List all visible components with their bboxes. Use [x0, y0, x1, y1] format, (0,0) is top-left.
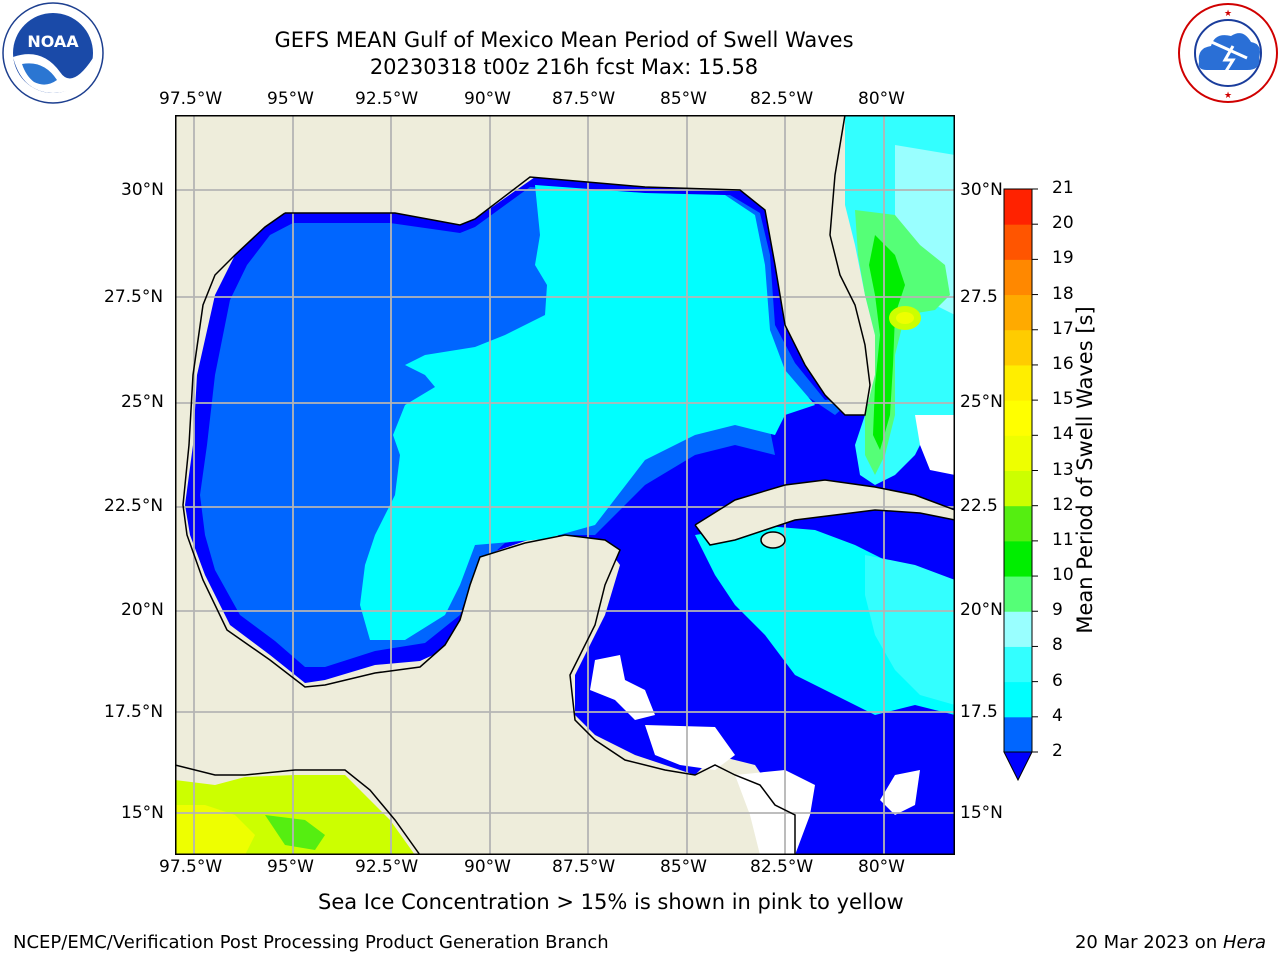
lat-label-right: 17.5 [960, 702, 998, 722]
colorbar-segment [1004, 400, 1032, 436]
lon-label-top: 92.5°W [355, 89, 419, 109]
atlantic-yellow-core [896, 312, 914, 324]
lat-label-right: 15°N [960, 803, 1003, 823]
colorbar-segment [1004, 646, 1032, 683]
lon-label-top: 85°W [660, 89, 707, 109]
colorbar-segment [1004, 364, 1032, 401]
map-gridlines [175, 115, 955, 855]
chart-subtitle: 20230318 t00z 216h fcst Max: 15.58 [369, 55, 759, 79]
nodata-patch-5 [915, 415, 955, 475]
lat-label-left: 15°N [121, 803, 164, 823]
colorbar-segment [1004, 540, 1032, 577]
colorbar-tick-label: 4 [1052, 705, 1063, 726]
colorbar-segment [1004, 681, 1032, 718]
land-cuba [695, 480, 955, 545]
colorbar-tick-label: 18 [1052, 283, 1074, 304]
footer-credit: NCEP/EMC/Verification Post Processing Pr… [13, 932, 609, 953]
colorbar-tick-label: 2 [1052, 741, 1063, 761]
lon-label-bottom: 97.5°W [159, 857, 223, 877]
lon-label-bottom: 87.5°W [552, 857, 616, 877]
colorbar-tick-label: 14 [1052, 424, 1074, 445]
colorbar-tick-label: 10 [1052, 565, 1074, 586]
lat-label-left: 20°N [121, 600, 164, 620]
land-isla-juventud [761, 532, 785, 548]
lon-label-top: 87.5°W [552, 89, 616, 109]
colorbar-tick-label: 19 [1052, 248, 1074, 269]
colorbar-tick-label: 21 [1052, 178, 1074, 198]
colorbar-tick-label: 6 [1052, 670, 1063, 691]
colorbar-segment [1004, 189, 1032, 225]
colorbar-tick-label: 9 [1052, 600, 1063, 621]
nodata-patch-2 [645, 725, 735, 770]
colorbar-segment [1004, 224, 1032, 260]
lat-label-left: 25°N [121, 392, 164, 412]
colorbar-segment [1004, 470, 1032, 507]
colorbar-segment [1004, 611, 1032, 647]
map-frame [175, 115, 955, 855]
colorbar-segment [1004, 294, 1032, 331]
lon-label-bottom: 95°W [267, 857, 314, 877]
colorbar-tick-label: 20 [1052, 213, 1074, 234]
colorbar-segment [1004, 576, 1032, 612]
lat-label-right: 22.5 [960, 496, 998, 516]
colorbar-tick-label: 11 [1052, 529, 1074, 550]
lat-label-right: 20°N [960, 600, 1003, 620]
map-panel [174, 114, 956, 856]
lat-label-left: 30°N [121, 180, 164, 200]
lon-label-top: 95°W [267, 89, 314, 109]
lat-label-right: 27.5 [960, 287, 998, 307]
colorbar-segment [1004, 329, 1032, 366]
colorbar-tick-label: 17 [1052, 318, 1074, 339]
lon-label-top: 97.5°W [159, 89, 223, 109]
footer-host: Hera [1222, 932, 1266, 953]
lat-label-right: 25°N [960, 392, 1003, 412]
sea-ice-caption: Sea Ice Concentration > 15% is shown in … [318, 890, 904, 914]
lon-label-bottom: 85°W [660, 857, 707, 877]
lat-label-right: 30°N [960, 180, 1003, 200]
lon-label-bottom: 82.5°W [750, 857, 814, 877]
pacific-yellow-bright [175, 805, 255, 855]
colorbar-segment [1004, 435, 1032, 471]
chart-title: GEFS MEAN Gulf of Mexico Mean Period of … [274, 28, 854, 52]
colorbar [1000, 185, 1050, 785]
colorbar-segment [1004, 505, 1032, 542]
lat-label-left: 22.5°N [104, 496, 164, 516]
nws-logo: ★ ★ [1177, 2, 1279, 104]
colorbar-segment [1004, 259, 1032, 296]
coastlines [174, 114, 956, 856]
lat-label-left: 17.5°N [104, 702, 164, 722]
noaa-logo: NOAA [2, 2, 104, 104]
pacific-green-patch [265, 815, 325, 850]
svg-text:★: ★ [1224, 9, 1232, 19]
lat-label-left: 27.5°N [104, 287, 164, 307]
noaa-logo-text: NOAA [27, 32, 79, 51]
colorbar-tick-label: 12 [1052, 494, 1074, 515]
colorbar-label: Mean Period of Swell Waves [s] [1073, 306, 1097, 634]
lon-label-top: 80°W [858, 89, 905, 109]
colorbar-tick-label: 16 [1052, 353, 1074, 374]
lon-label-bottom: 92.5°W [355, 857, 419, 877]
footer-date: 20 Mar 2023 on Hera [1075, 932, 1266, 953]
colorbar-extend-arrow [1003, 751, 1033, 782]
lon-label-bottom: 90°W [464, 857, 511, 877]
colorbar-tick-label: 8 [1052, 635, 1063, 656]
swell-band-6-8 [865, 555, 955, 705]
atlantic-green-core [869, 235, 905, 450]
colorbar-segment [1004, 716, 1032, 753]
colorbar-tick-label: 13 [1052, 459, 1074, 480]
colorbar-tick-label: 15 [1052, 389, 1074, 410]
svg-text:★: ★ [1224, 91, 1232, 101]
lon-label-bottom: 80°W [858, 857, 905, 877]
nodata-patch-4 [880, 770, 920, 815]
lon-label-top: 90°W [464, 89, 511, 109]
nodata-patch-1 [590, 655, 655, 720]
footer-date-text: 20 Mar 2023 on [1074, 932, 1223, 953]
lon-label-top: 82.5°W [750, 89, 814, 109]
